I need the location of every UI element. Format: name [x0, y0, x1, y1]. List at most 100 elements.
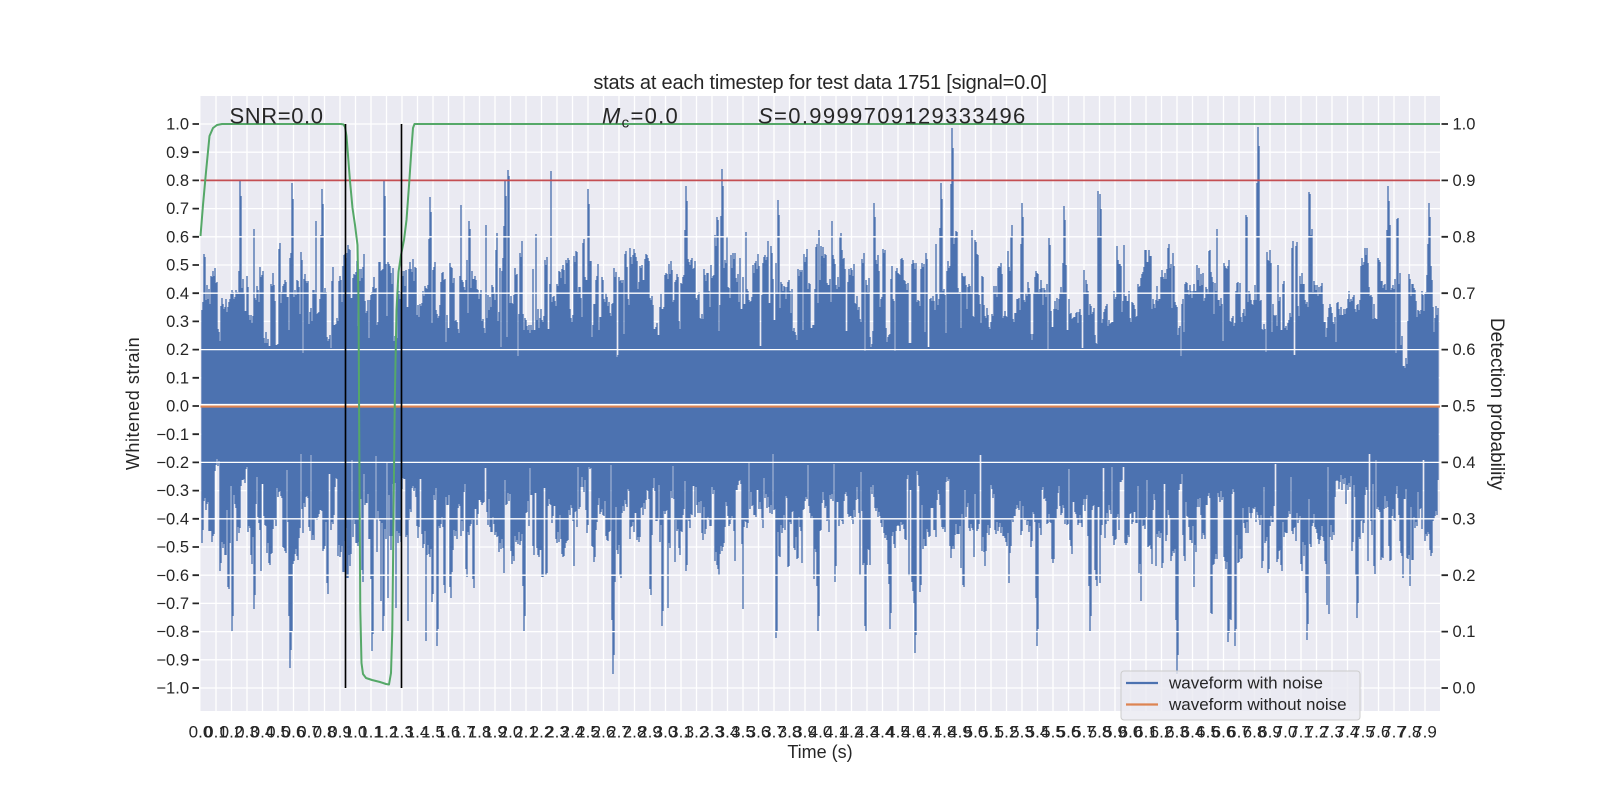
- svg-text:4.2: 4.2: [840, 723, 864, 742]
- svg-text:Whitened strain: Whitened strain: [123, 337, 143, 470]
- svg-text:4.9: 4.9: [948, 723, 972, 742]
- svg-text:−0.2: −0.2: [156, 454, 189, 472]
- svg-text:stats at each timestep for tes: stats at each timestep for test data 175…: [593, 72, 1046, 94]
- svg-text:7.1: 7.1: [1289, 723, 1313, 742]
- svg-text:1.1: 1.1: [359, 723, 383, 742]
- svg-text:2.7: 2.7: [607, 723, 631, 742]
- svg-text:2.8: 2.8: [623, 723, 647, 742]
- svg-text:0.0: 0.0: [166, 398, 189, 416]
- svg-text:7.9: 7.9: [1413, 723, 1437, 742]
- svg-text:0.5: 0.5: [166, 257, 189, 275]
- svg-text:1.6: 1.6: [437, 723, 461, 742]
- svg-text:0.4: 0.4: [166, 285, 189, 303]
- svg-text:7.0: 7.0: [1274, 723, 1298, 742]
- svg-text:5.6: 5.6: [1057, 723, 1081, 742]
- svg-text:1.3: 1.3: [390, 723, 414, 742]
- svg-text:0.6: 0.6: [282, 723, 306, 742]
- svg-text:4.6: 4.6: [902, 723, 926, 742]
- svg-text:S=0.9999709129333496: S=0.9999709129333496: [758, 104, 1027, 129]
- svg-text:3.4: 3.4: [716, 723, 740, 742]
- svg-text:2.4: 2.4: [561, 723, 585, 742]
- svg-text:5.9: 5.9: [1103, 723, 1127, 742]
- svg-text:0.8: 0.8: [1453, 228, 1476, 246]
- svg-text:0.1: 0.1: [1453, 623, 1476, 641]
- svg-text:−0.5: −0.5: [156, 539, 189, 557]
- svg-text:5.7: 5.7: [1072, 723, 1096, 742]
- svg-text:6.0: 6.0: [1119, 723, 1143, 742]
- svg-text:5.8: 5.8: [1088, 723, 1112, 742]
- svg-text:7.8: 7.8: [1398, 723, 1422, 742]
- svg-text:1.4: 1.4: [406, 723, 430, 742]
- svg-text:1.0: 1.0: [1453, 116, 1476, 134]
- svg-text:3.2: 3.2: [685, 723, 709, 742]
- svg-text:0.3: 0.3: [166, 313, 189, 331]
- svg-text:0.6: 0.6: [1453, 341, 1476, 359]
- svg-text:0.2: 0.2: [220, 723, 244, 742]
- svg-text:0.8: 0.8: [313, 723, 337, 742]
- svg-text:Mc=0.0: Mc=0.0: [602, 104, 679, 132]
- svg-text:1.2: 1.2: [375, 723, 399, 742]
- svg-text:0.7: 0.7: [166, 200, 189, 218]
- svg-text:SNR=0.0: SNR=0.0: [230, 104, 324, 129]
- svg-text:7.7: 7.7: [1382, 723, 1406, 742]
- svg-text:3.9: 3.9: [793, 723, 817, 742]
- svg-text:7.5: 7.5: [1351, 723, 1375, 742]
- svg-text:waveform with noise: waveform with noise: [1168, 674, 1323, 693]
- svg-text:6.2: 6.2: [1150, 723, 1174, 742]
- svg-text:0.8: 0.8: [166, 172, 189, 190]
- svg-text:0.1: 0.1: [166, 369, 189, 387]
- svg-text:3.3: 3.3: [700, 723, 724, 742]
- svg-text:3.1: 3.1: [669, 723, 693, 742]
- svg-text:−0.8: −0.8: [156, 623, 189, 641]
- svg-text:2.2: 2.2: [530, 723, 554, 742]
- svg-text:6.3: 6.3: [1165, 723, 1189, 742]
- svg-text:5.1: 5.1: [979, 723, 1003, 742]
- svg-text:6.7: 6.7: [1227, 723, 1251, 742]
- svg-text:0.3: 0.3: [1453, 510, 1476, 528]
- svg-text:6.8: 6.8: [1243, 723, 1267, 742]
- svg-text:2.5: 2.5: [576, 723, 600, 742]
- svg-text:−0.4: −0.4: [156, 510, 189, 528]
- svg-text:0.7: 0.7: [297, 723, 321, 742]
- svg-text:5.2: 5.2: [995, 723, 1019, 742]
- svg-text:6.5: 6.5: [1196, 723, 1220, 742]
- svg-text:3.6: 3.6: [747, 723, 771, 742]
- svg-text:6.1: 6.1: [1134, 723, 1158, 742]
- svg-text:1.9: 1.9: [483, 723, 507, 742]
- svg-text:2.6: 2.6: [592, 723, 616, 742]
- svg-text:4.5: 4.5: [886, 723, 910, 742]
- svg-text:waveform without noise: waveform without noise: [1168, 695, 1347, 714]
- svg-text:4.8: 4.8: [933, 723, 957, 742]
- svg-text:2.0: 2.0: [499, 723, 523, 742]
- svg-text:3.0: 3.0: [654, 723, 678, 742]
- svg-text:6.6: 6.6: [1212, 723, 1236, 742]
- svg-text:−1.0: −1.0: [156, 680, 189, 698]
- svg-text:−0.1: −0.1: [156, 426, 189, 444]
- svg-text:0.2: 0.2: [1453, 567, 1476, 585]
- svg-text:4.1: 4.1: [824, 723, 848, 742]
- svg-text:0.0: 0.0: [189, 723, 213, 742]
- svg-text:Time (s): Time (s): [787, 742, 852, 762]
- svg-text:5.3: 5.3: [1010, 723, 1034, 742]
- svg-text:0.9: 0.9: [1453, 172, 1476, 190]
- svg-text:0.4: 0.4: [251, 723, 275, 742]
- svg-text:−0.9: −0.9: [156, 651, 189, 669]
- svg-text:0.4: 0.4: [1453, 454, 1476, 472]
- svg-text:5.5: 5.5: [1041, 723, 1065, 742]
- svg-text:7.2: 7.2: [1305, 723, 1329, 742]
- svg-text:5.4: 5.4: [1026, 723, 1050, 742]
- svg-text:7.3: 7.3: [1320, 723, 1344, 742]
- svg-text:7.4: 7.4: [1336, 723, 1360, 742]
- svg-text:0.9: 0.9: [166, 144, 189, 162]
- svg-text:4.3: 4.3: [855, 723, 879, 742]
- svg-text:1.0: 1.0: [166, 116, 189, 134]
- svg-text:5.0: 5.0: [964, 723, 988, 742]
- svg-text:3.8: 3.8: [778, 723, 802, 742]
- svg-text:2.9: 2.9: [638, 723, 662, 742]
- svg-text:4.4: 4.4: [871, 723, 895, 742]
- svg-text:0.0: 0.0: [1453, 680, 1476, 698]
- svg-text:6.4: 6.4: [1181, 723, 1205, 742]
- svg-text:1.7: 1.7: [452, 723, 476, 742]
- svg-text:7.6: 7.6: [1367, 723, 1391, 742]
- svg-text:0.3: 0.3: [235, 723, 259, 742]
